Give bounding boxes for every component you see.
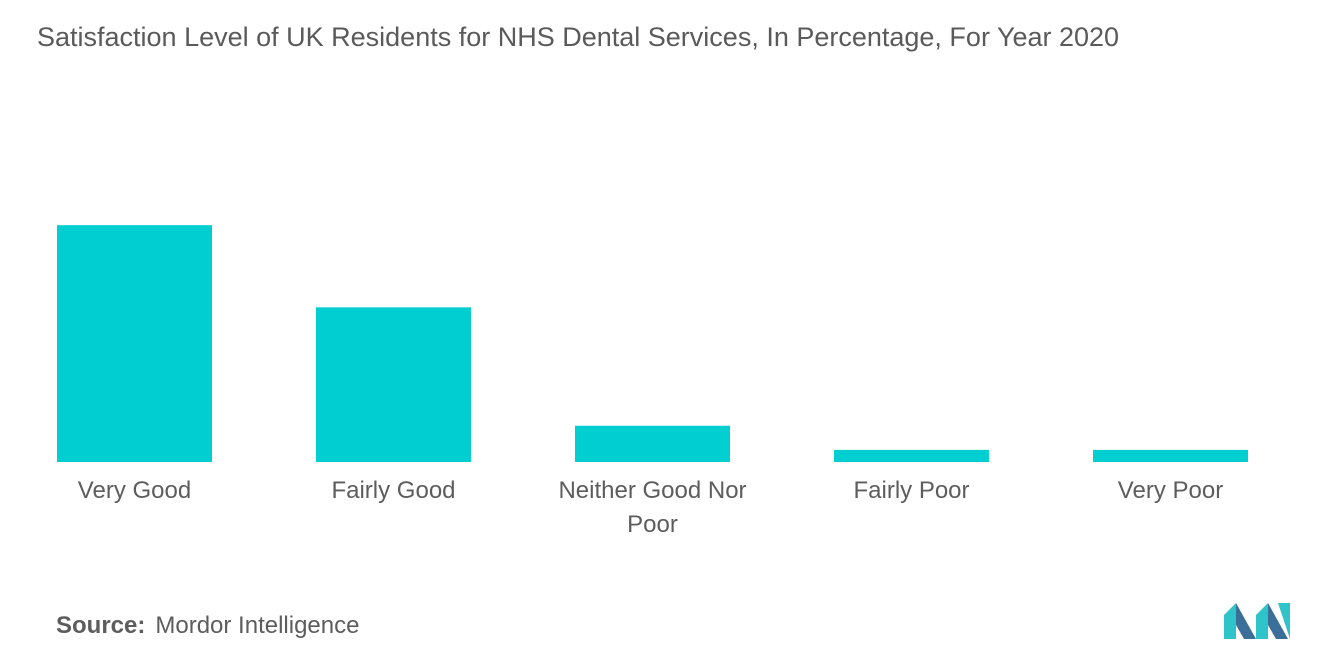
bar-4	[1093, 449, 1248, 462]
mordor-logo	[1224, 603, 1290, 639]
bar-2	[575, 425, 730, 462]
bar-1	[316, 307, 471, 462]
bar-0	[57, 225, 212, 462]
bar-chart: Very Good Fairly Good Neither Good Nor Poor…	[57, 225, 1248, 538]
x-tick-label-4: Very Poor	[1118, 477, 1223, 504]
x-tick-label-2: Neither Good Nor Poor	[558, 477, 746, 538]
source-note: Source: Mordor Intelligence	[56, 612, 359, 640]
source-label: Source:	[56, 612, 146, 639]
bar-3	[834, 449, 989, 462]
x-tick-label-1: Fairly Good	[331, 477, 455, 504]
chart-title: Satisfaction Level of UK Residents for N…	[37, 22, 1120, 52]
x-tick-label-0: Very Good	[78, 477, 191, 504]
source-text: Mordor Intelligence	[155, 612, 360, 639]
x-tick-label-3: Fairly Poor	[853, 477, 969, 504]
